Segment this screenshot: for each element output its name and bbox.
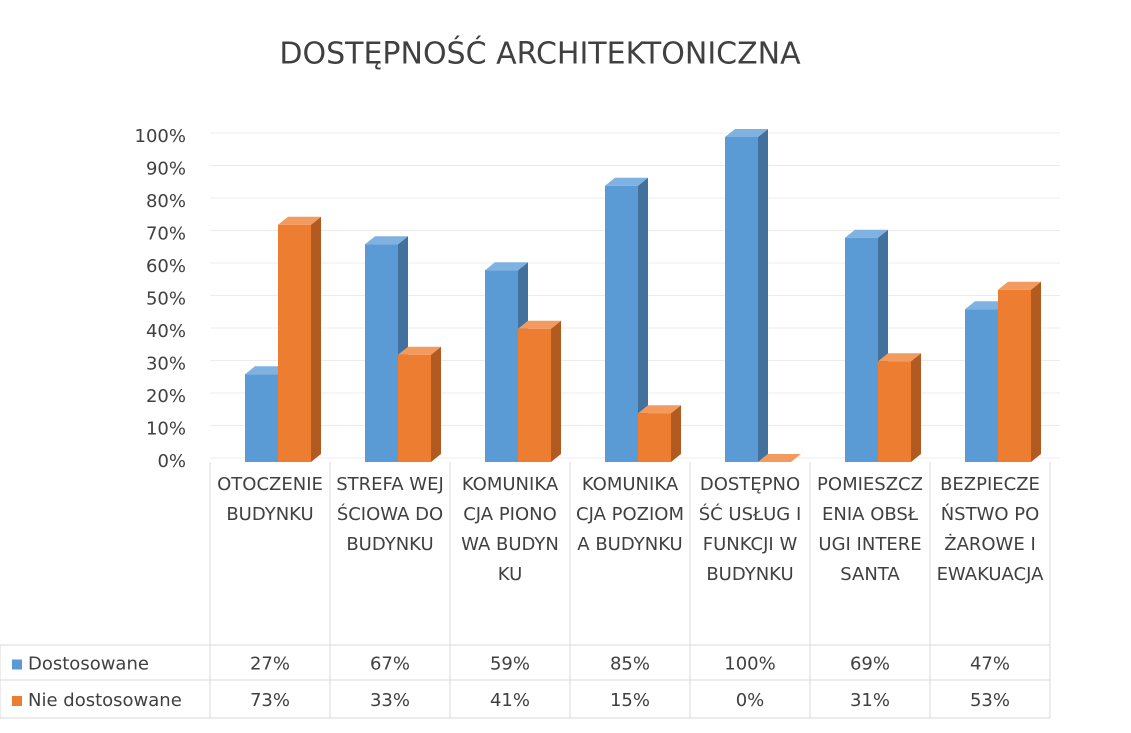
bar-front (998, 289, 1031, 462)
bar-top (278, 216, 321, 225)
table-value: 100% (724, 654, 775, 675)
bar-front (365, 244, 398, 462)
bar (998, 281, 1041, 462)
bar-side (758, 129, 768, 462)
table-value: 33% (370, 690, 410, 711)
y-tick-label: 100% (135, 126, 186, 147)
bar-front (485, 270, 518, 462)
bar-top (605, 177, 648, 186)
bar-side (671, 405, 681, 462)
bar-front (965, 309, 998, 462)
x-tick-label-box: POMIESZCZENIA OBSŁUGI INTERESANTA (817, 474, 923, 585)
x-tick-label-box: KOMUNIKACJA POZIOMA BUDYNKU (576, 474, 684, 555)
y-tick-label: 50% (146, 289, 186, 310)
bar (605, 177, 648, 462)
table-value: 69% (850, 654, 890, 675)
bar-side (311, 216, 321, 462)
y-tick-label: 60% (146, 256, 186, 277)
y-tick-label: 90% (146, 159, 186, 180)
table-value: 31% (850, 690, 890, 711)
bar (725, 129, 768, 462)
bar-front (845, 237, 878, 462)
bar-front (725, 137, 758, 462)
bar (638, 405, 681, 462)
table-value: 67% (370, 654, 410, 675)
bar-top (965, 301, 1008, 310)
bar (878, 353, 921, 462)
bar-top (245, 366, 288, 375)
bar-side (1031, 281, 1041, 462)
x-tick-label-box: STREFA WEJŚCIOWA DO BUDYNKU (336, 474, 444, 555)
bar-top (518, 320, 561, 329)
bar (365, 236, 408, 462)
bar-front (245, 374, 278, 462)
bar-side (551, 320, 561, 462)
y-tick-label: 0% (157, 451, 186, 472)
bar-top (845, 229, 888, 238)
chart-title: DOSTĘPNOŚĆ ARCHITEKTONICZNA (279, 35, 801, 72)
y-tick-label: 40% (146, 321, 186, 342)
x-tick-label: POMIESZCZENIA OBSŁUGI INTERESANTA (817, 474, 923, 585)
table-value: 73% (250, 690, 290, 711)
bar (278, 216, 321, 462)
y-tick-label: 20% (146, 386, 186, 407)
bar-top (758, 454, 801, 462)
bar-top (365, 236, 408, 245)
bar-side (431, 346, 441, 462)
legend-label: Nie dostosowane (28, 690, 182, 711)
bar-top (998, 281, 1041, 290)
table-value: 59% (490, 654, 530, 675)
x-tick-label: KOMUNIKACJA PIONOWA BUDYNKU (461, 474, 559, 585)
x-tick-label: BEZPIECZEŃSTWO POŻAROWE I EWAKUACJA (936, 474, 1044, 585)
x-tick-label-box: OTOCZENIE BUDYNKU (217, 474, 323, 525)
bar-front (278, 224, 311, 462)
table-value: 53% (970, 690, 1010, 711)
x-tick-label: KOMUNIKACJA POZIOMA BUDYNKU (576, 474, 684, 555)
legend-label: Dostosowane (28, 654, 149, 675)
legend-swatch (12, 659, 22, 670)
y-tick-label: 30% (146, 354, 186, 375)
x-tick-label: DOSTĘPNOŚĆ USŁUG I FUNKCJI W BUDYNKU (698, 474, 802, 585)
table-value: 47% (970, 654, 1010, 675)
bar-front (638, 413, 671, 462)
bar (758, 454, 801, 462)
bar (518, 320, 561, 462)
bar-side (911, 353, 921, 462)
table-value: 41% (490, 690, 530, 711)
table-value: 15% (610, 690, 650, 711)
bar-top (485, 262, 528, 271)
bar-top (638, 405, 681, 414)
bar-top (725, 129, 768, 137)
x-tick-label: OTOCZENIE BUDYNKU (217, 474, 323, 525)
bar-side (638, 177, 648, 462)
legend-swatch (12, 696, 22, 706)
y-tick-label: 80% (146, 191, 186, 212)
x-tick-label: STREFA WEJŚCIOWA DO BUDYNKU (336, 474, 444, 555)
table-value: 0% (736, 690, 765, 711)
bar-front (878, 361, 911, 462)
y-tick-label: 70% (146, 224, 186, 245)
x-tick-label-box: DOSTĘPNOŚĆ USŁUG I FUNKCJI W BUDYNKU (698, 474, 802, 585)
bar-front (398, 354, 431, 462)
table-value: 85% (610, 654, 650, 675)
y-tick-label: 10% (146, 419, 186, 440)
bar (398, 346, 441, 462)
bar-front (518, 328, 551, 462)
bar-front (605, 185, 638, 462)
bar-top (878, 353, 921, 362)
x-tick-label-box: BEZPIECZEŃSTWO POŻAROWE I EWAKUACJA (936, 474, 1044, 585)
bar-top (398, 346, 441, 355)
x-tick-label-box: KOMUNIKACJA PIONOWA BUDYNKU (461, 474, 559, 585)
table-value: 27% (250, 654, 290, 675)
bar (845, 229, 888, 462)
